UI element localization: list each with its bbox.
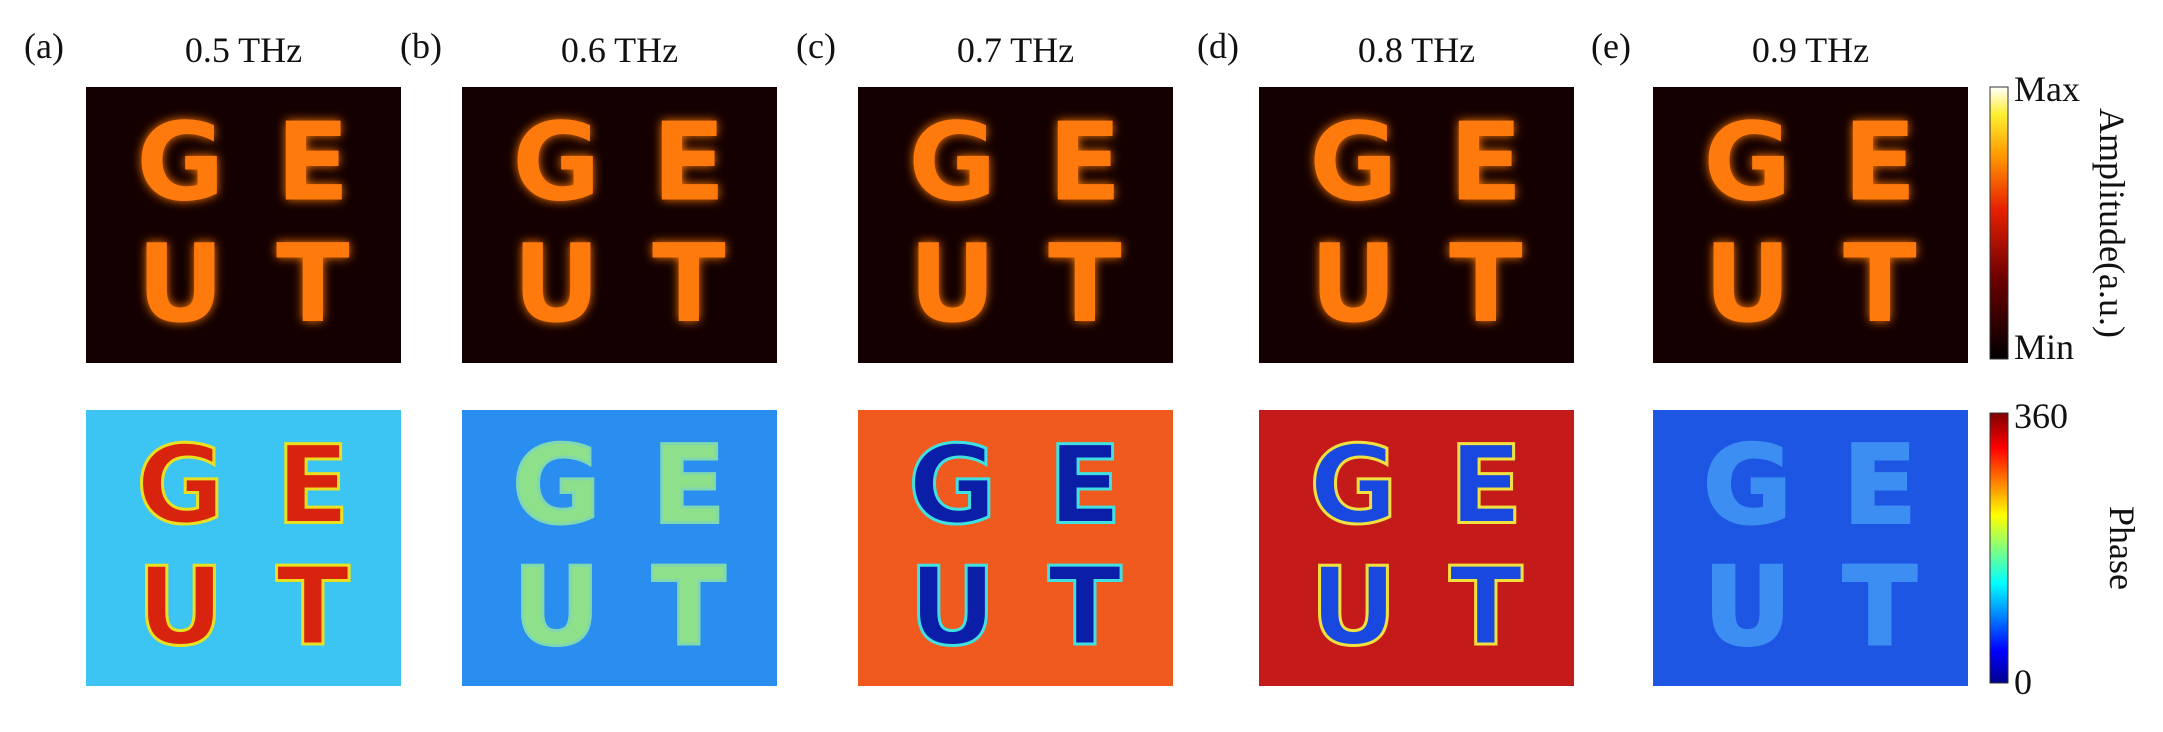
frequency-label: 0.9 THz [1752, 30, 1869, 70]
phase-map [86, 410, 401, 686]
amplitude-letter: E [1843, 101, 1917, 226]
phase-letter: T [1449, 545, 1523, 670]
colorbar-max: Max [2014, 69, 2080, 109]
phase-letter: E [652, 424, 726, 549]
panel-label: (c) [796, 26, 836, 66]
frequency-label: 0.8 THz [1358, 30, 1475, 70]
amplitude-map [1653, 87, 1968, 363]
phase-letter: T [1048, 545, 1122, 670]
colorbar-title: Amplitude(a.u.) [2092, 108, 2132, 338]
phase-letter: T [1843, 545, 1917, 670]
phase-letter: G [908, 424, 997, 549]
amplitude-letter: E [1048, 101, 1122, 226]
amplitude-letter: E [1449, 101, 1523, 226]
amplitude-letter: G [908, 101, 997, 226]
amplitude-letter: U [1310, 222, 1398, 347]
colorbar-title: Phase [2102, 506, 2142, 590]
phase-letter: G [1703, 424, 1792, 549]
amplitude-letter: T [1048, 222, 1122, 347]
amplitude-letter: E [652, 101, 726, 226]
phase-colorbar [1989, 412, 2009, 684]
phase-letter: E [1843, 424, 1917, 549]
amplitude-letter: G [136, 101, 225, 226]
amplitude-map [462, 87, 777, 363]
amplitude-letter: G [512, 101, 601, 226]
phase-letter: G [512, 424, 601, 549]
amplitude-letter: U [137, 222, 225, 347]
phase-letter: E [1449, 424, 1523, 549]
amplitude-letter: U [513, 222, 601, 347]
phase-letter: U [1310, 545, 1398, 670]
panel-label: (b) [400, 26, 442, 66]
colorbar-min: 0 [2014, 662, 2032, 702]
phase-letter: U [1704, 545, 1792, 670]
panel-label: (e) [1591, 26, 1631, 66]
amplitude-letter: T [1449, 222, 1523, 347]
panel-label: (a) [24, 26, 64, 66]
phase-letter: E [276, 424, 350, 549]
phase-map [1653, 410, 1968, 686]
amplitude-letter: G [1703, 101, 1792, 226]
amplitude-letter: T [652, 222, 726, 347]
amplitude-colorbar [1989, 86, 2009, 360]
colorbar-max: 360 [2014, 396, 2068, 436]
phase-letter: G [136, 424, 225, 549]
amplitude-map [858, 87, 1173, 363]
amplitude-letter: U [1704, 222, 1792, 347]
amplitude-letter: E [276, 101, 350, 226]
frequency-label: 0.6 THz [561, 30, 678, 70]
amplitude-letter: T [276, 222, 350, 347]
amplitude-map [1259, 87, 1574, 363]
frequency-label: 0.7 THz [957, 30, 1074, 70]
phase-map [1259, 410, 1574, 686]
frequency-label: 0.5 THz [185, 30, 302, 70]
phase-letter: G [1309, 424, 1398, 549]
phase-map [858, 410, 1173, 686]
amplitude-map [86, 87, 401, 363]
phase-letter: U [909, 545, 997, 670]
amplitude-letter: U [909, 222, 997, 347]
panel-label: (d) [1197, 26, 1239, 66]
phase-letter: U [513, 545, 601, 670]
phase-map [462, 410, 777, 686]
phase-letter: E [1048, 424, 1122, 549]
phase-letter: T [276, 545, 350, 670]
colorbar-min: Min [2014, 327, 2074, 367]
phase-letter: T [652, 545, 726, 670]
amplitude-letter: G [1309, 101, 1398, 226]
phase-letter: U [137, 545, 225, 670]
amplitude-letter: T [1843, 222, 1917, 347]
